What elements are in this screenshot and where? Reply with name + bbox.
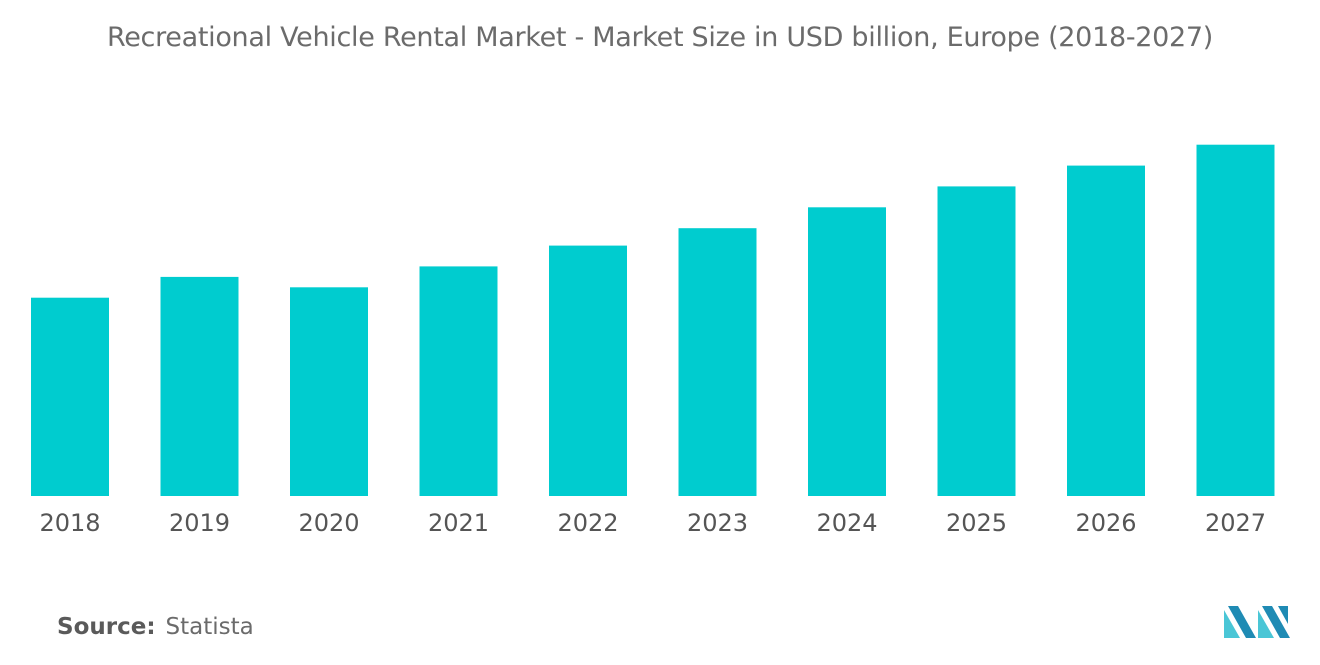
bar-2026	[1067, 165, 1145, 496]
bar-2019	[160, 276, 239, 496]
source-label: Source:	[57, 614, 156, 640]
x-tick-label: 2023	[687, 509, 748, 537]
x-tick-label: 2026	[1075, 509, 1136, 537]
bar-2018	[31, 297, 109, 496]
bar-2025	[937, 186, 1016, 496]
mordor-intelligence-logo-icon	[1224, 606, 1290, 638]
bars-group	[31, 144, 1275, 497]
source-value: Statista	[165, 614, 254, 640]
bar-2022	[549, 245, 627, 496]
bar-2023	[678, 228, 757, 496]
x-tick-label: 2018	[39, 509, 100, 537]
bar-2024	[808, 207, 886, 497]
x-tick-label: 2021	[428, 509, 489, 537]
x-tick-label: 2024	[816, 509, 877, 537]
x-tick-label: 2022	[557, 509, 618, 537]
bar-2027	[1196, 144, 1275, 496]
chart-title: Recreational Vehicle Rental Market - Mar…	[106, 22, 1214, 53]
x-axis-ticks: 2018 2019 2020 2021 2022 2023 2024 2025 2026 2027	[39, 509, 1266, 537]
bar-chart: 2018 2019 2020 2021 2022 2023 2024 2025 2026 2027	[31, 144, 1275, 537]
x-tick-label: 2025	[946, 509, 1007, 537]
bar-2021	[419, 266, 498, 496]
x-tick-label: 2019	[169, 509, 230, 537]
source-note: Source: Statista	[57, 614, 254, 640]
bar-2020	[290, 287, 368, 496]
x-tick-label: 2027	[1205, 509, 1266, 537]
x-tick-label: 2020	[298, 509, 359, 537]
